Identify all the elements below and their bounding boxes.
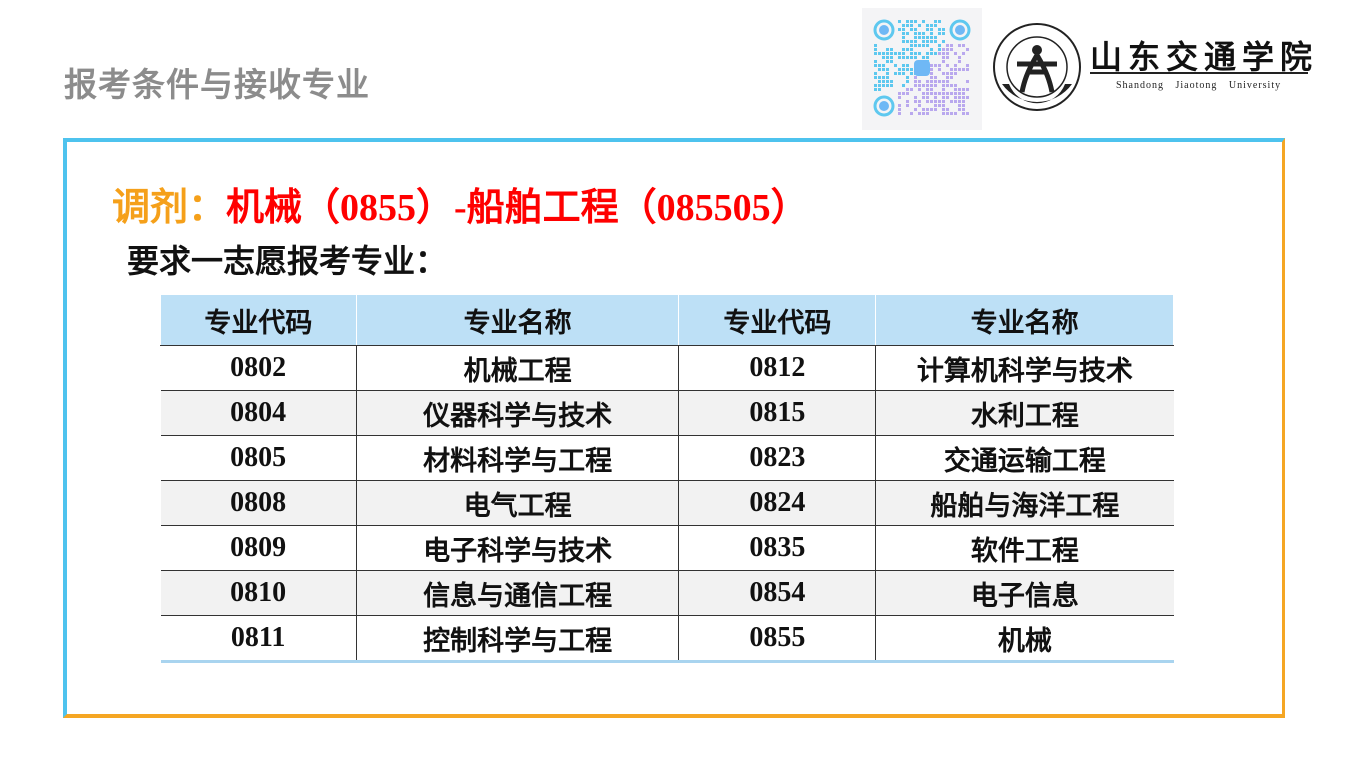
university-name-cn: 山东交通学院	[1090, 38, 1319, 76]
table-row: 0805 材料科学与工程 0823 交通运输工程	[160, 435, 1174, 481]
table-row: 0808 电气工程 0824 船舶与海洋工程	[160, 480, 1174, 526]
major-name-cell: 电子信息	[875, 570, 1174, 616]
heading-main: 机械（0855）-船舶工程（085505）	[226, 187, 809, 229]
major-code-cell: 0855	[678, 615, 877, 662]
header-code: 专业代码	[678, 294, 877, 346]
major-code-cell: 0823	[678, 435, 877, 481]
major-name-cell: 计算机科学与技术	[875, 345, 1174, 391]
major-code-cell: 0815	[678, 390, 877, 436]
major-name-cell: 材料科学与工程	[356, 435, 680, 481]
table-header-row: 专业代码 专业名称 专业代码 专业名称	[160, 294, 1174, 346]
major-code-cell: 0809	[160, 525, 357, 571]
major-code-cell: 0804	[160, 390, 357, 436]
qr-code	[862, 8, 982, 130]
major-name-cell: 电子科学与技术	[356, 525, 680, 571]
major-code-cell: 0802	[160, 345, 357, 391]
major-name-cell: 电气工程	[356, 480, 680, 526]
major-name-cell: 船舶与海洋工程	[875, 480, 1174, 526]
major-code-cell: 0812	[678, 345, 877, 391]
major-name-cell: 水利工程	[875, 390, 1174, 436]
major-name-cell: 信息与通信工程	[356, 570, 680, 616]
major-code-cell: 0805	[160, 435, 357, 481]
major-name-cell: 控制科学与工程	[356, 615, 680, 662]
table-row: 0809 电子科学与技术 0835 软件工程	[160, 525, 1174, 571]
major-code-cell: 0824	[678, 480, 877, 526]
header-code: 专业代码	[160, 294, 357, 346]
subheading: 要求一志愿报考专业：	[127, 242, 448, 280]
major-code-cell: 0811	[160, 615, 357, 662]
major-code-cell: 0810	[160, 570, 357, 616]
major-code-cell: 0854	[678, 570, 877, 616]
major-name-cell: 软件工程	[875, 525, 1174, 571]
majors-table: 专业代码 专业名称 专业代码 专业名称 0802 机械工程 0812 计算机科学与技术…	[160, 294, 1174, 663]
adjustment-heading: 调剂：机械（0855）-船舶工程（085505）	[112, 176, 809, 231]
content-frame	[63, 138, 1285, 718]
major-name-cell: 机械工程	[356, 345, 680, 391]
table-row: 0804 仪器科学与技术 0815 水利工程	[160, 390, 1174, 436]
major-code-cell: 0835	[678, 525, 877, 571]
header-name: 专业名称	[355, 294, 680, 346]
heading-prefix: 调剂：	[112, 185, 227, 229]
major-name-cell: 交通运输工程	[875, 435, 1174, 481]
university-seal-logo	[992, 22, 1082, 112]
table-row: 0802 机械工程 0812 计算机科学与技术	[160, 345, 1174, 391]
major-code-cell: 0808	[160, 480, 357, 526]
logo-divider	[1090, 72, 1308, 74]
header-name: 专业名称	[875, 294, 1174, 346]
table-row: 0811 控制科学与工程 0855 机械	[160, 615, 1174, 662]
university-name-en: Shandong Jiaotong University	[1116, 80, 1282, 91]
table-row: 0810 信息与通信工程 0854 电子信息	[160, 570, 1174, 616]
slide-title: 报考条件与接收专业	[64, 65, 370, 104]
major-name-cell: 仪器科学与技术	[356, 390, 680, 436]
major-name-cell: 机械	[875, 615, 1174, 662]
